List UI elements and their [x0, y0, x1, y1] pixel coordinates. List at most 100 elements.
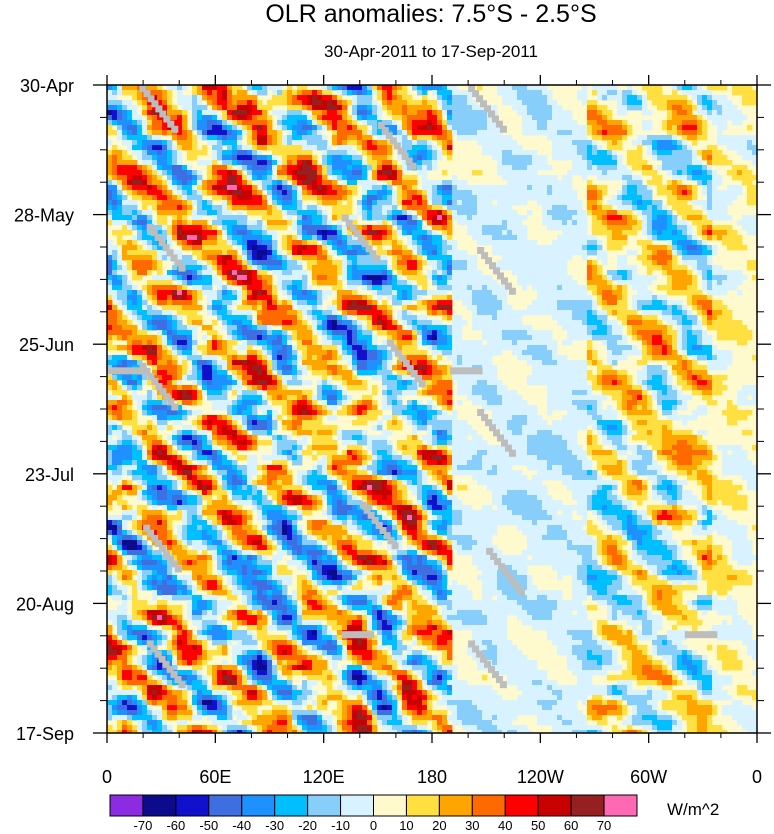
heatmap-cell [647, 230, 653, 236]
heatmap-cell [192, 240, 198, 246]
heatmap-cell [232, 185, 238, 191]
heatmap-cell [322, 310, 328, 316]
heatmap-cell [457, 185, 463, 191]
heatmap-cell [352, 95, 358, 101]
heatmap-cell [707, 100, 713, 106]
heatmap-cell [217, 255, 223, 261]
heatmap-cell [347, 300, 353, 306]
heatmap-cell [717, 270, 723, 276]
heatmap-cell [402, 145, 408, 151]
heatmap-cell [717, 100, 723, 106]
heatmap-cell [452, 285, 458, 291]
heatmap-cell [222, 190, 228, 196]
heatmap-cell [147, 310, 153, 316]
heatmap-cell [112, 280, 118, 286]
heatmap-cell [612, 310, 618, 316]
heatmap-cell [692, 155, 698, 161]
heatmap-cell [497, 250, 503, 256]
heatmap-cell [297, 125, 303, 131]
heatmap-cell [147, 220, 153, 226]
heatmap-cell [112, 190, 118, 196]
heatmap-cell [112, 95, 118, 101]
heatmap-cell [137, 100, 143, 106]
heatmap-cell [177, 145, 183, 151]
heatmap-cell [287, 130, 293, 136]
heatmap-cell [612, 90, 618, 96]
heatmap-cell [187, 170, 193, 176]
heatmap-cell [397, 255, 403, 261]
heatmap-cell [697, 265, 703, 271]
heatmap-cell [427, 270, 433, 276]
heatmap-cell [707, 255, 713, 261]
heatmap-cell [457, 90, 463, 96]
heatmap-cell [212, 300, 218, 306]
heatmap-cell [722, 285, 728, 291]
heatmap-cell [632, 310, 638, 316]
heatmap-cell [112, 85, 118, 91]
heatmap-cell [257, 260, 263, 266]
heatmap-cell [532, 100, 538, 106]
heatmap-cell [462, 100, 468, 106]
heatmap-cell [187, 100, 193, 106]
heatmap-cell [327, 225, 333, 231]
heatmap-cell [167, 180, 173, 186]
heatmap-cell [402, 120, 408, 126]
heatmap-cell [707, 225, 713, 231]
heatmap-cell [417, 265, 423, 271]
heatmap-cell [662, 185, 668, 191]
heatmap-cell [132, 235, 138, 241]
heatmap-cell [157, 320, 163, 326]
heatmap-cell [382, 260, 388, 266]
heatmap-cell [572, 290, 578, 296]
heatmap-cell [417, 105, 423, 111]
heatmap-cell [292, 260, 298, 266]
heatmap-cell [242, 190, 248, 196]
heatmap-cell [302, 230, 308, 236]
heatmap-cell [732, 245, 738, 251]
heatmap-cell [657, 190, 663, 196]
heatmap-cell [177, 240, 183, 246]
heatmap-cell [737, 220, 743, 226]
heatmap-cell [737, 165, 743, 171]
heatmap-cell [242, 270, 248, 276]
heatmap-cell [187, 310, 193, 316]
heatmap-cell [312, 190, 318, 196]
heatmap-cell [157, 265, 163, 271]
heatmap-cell [507, 255, 513, 261]
heatmap-cell [222, 300, 228, 306]
heatmap-cell [642, 105, 648, 111]
heatmap-cell [737, 110, 743, 116]
heatmap-cell [197, 270, 203, 276]
heatmap-cell [292, 280, 298, 286]
heatmap-cell [172, 115, 178, 121]
heatmap-cell [542, 205, 548, 211]
heatmap-cell [572, 195, 578, 201]
heatmap-cell [127, 215, 133, 221]
heatmap-cell [367, 260, 373, 266]
heatmap-cell [407, 225, 413, 231]
heatmap-cell [557, 210, 563, 216]
heatmap-cell [617, 105, 623, 111]
heatmap-cell [662, 125, 668, 131]
heatmap-cell [422, 185, 428, 191]
heatmap-cell [432, 115, 438, 121]
heatmap-cell [307, 295, 313, 301]
heatmap-cell [357, 85, 363, 91]
heatmap-cell [122, 105, 128, 111]
heatmap-cell [377, 315, 383, 321]
heatmap-cell [282, 125, 288, 131]
heatmap-cell [442, 200, 448, 206]
heatmap-cell [477, 225, 483, 231]
heatmap-cell [167, 95, 173, 101]
heatmap-cell [147, 140, 153, 146]
heatmap-cell [137, 115, 143, 121]
heatmap-cell [182, 145, 188, 151]
heatmap-cell [692, 260, 698, 266]
heatmap-cell [612, 195, 618, 201]
heatmap-cell [442, 210, 448, 216]
heatmap-cell [337, 185, 343, 191]
heatmap-cell [107, 250, 113, 256]
heatmap-cell [482, 215, 488, 221]
heatmap-cell [262, 130, 268, 136]
heatmap-cell [422, 130, 428, 136]
